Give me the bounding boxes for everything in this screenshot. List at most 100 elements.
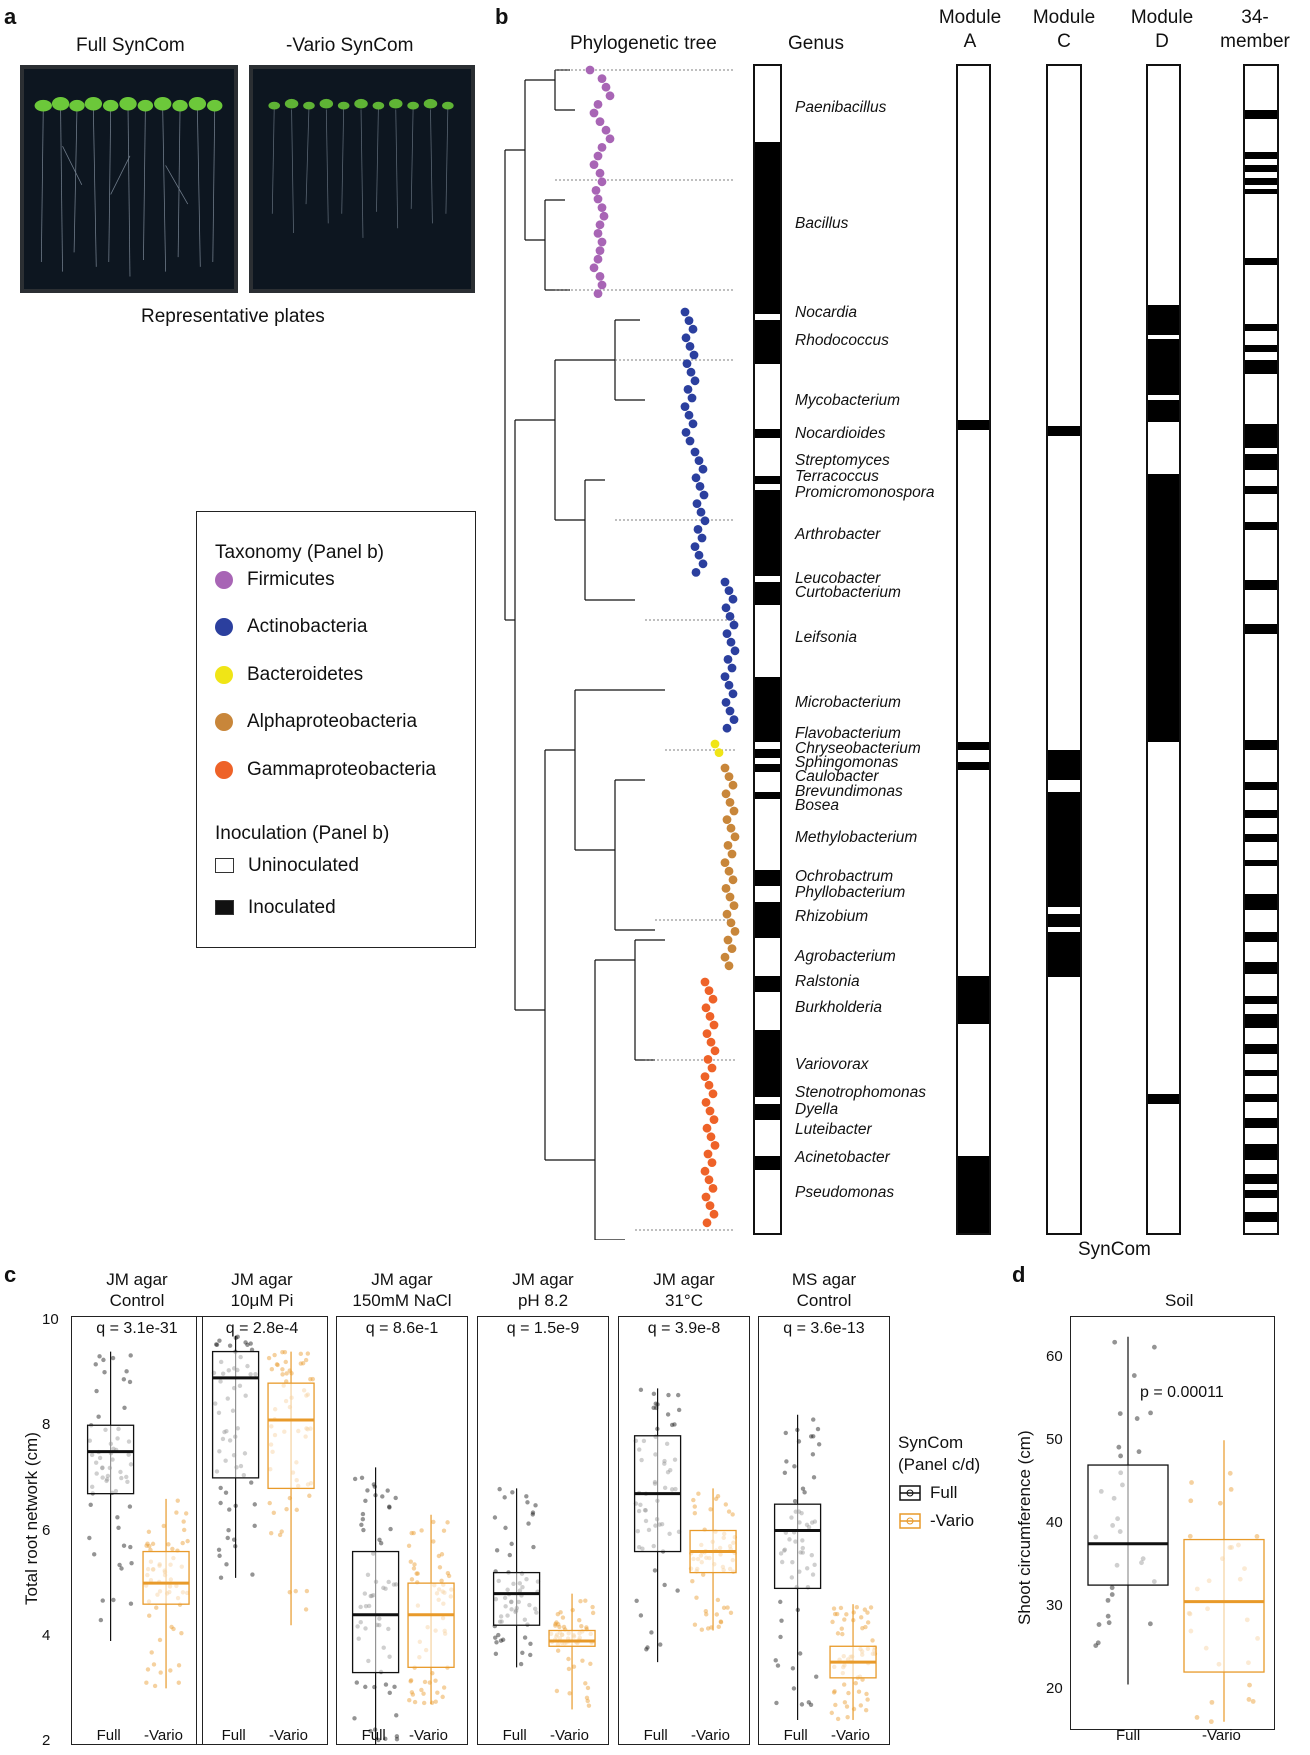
tree-tip-gammaproteobacteria bbox=[700, 977, 710, 987]
genus-label: Rhizobium bbox=[795, 908, 869, 925]
data-point bbox=[303, 1357, 309, 1363]
inoculated-band bbox=[1245, 1174, 1277, 1184]
data-point bbox=[726, 1509, 732, 1514]
box-plot-svg bbox=[86, 1351, 190, 1689]
data-point bbox=[110, 1355, 116, 1361]
data-point bbox=[567, 1691, 572, 1696]
inoculated-band bbox=[1148, 400, 1179, 422]
data-point bbox=[531, 1544, 536, 1550]
data-point bbox=[387, 1504, 392, 1509]
data-point bbox=[578, 1598, 583, 1604]
tree-tip-actinobacteria bbox=[722, 723, 732, 733]
inoculated-band bbox=[755, 320, 780, 364]
tree-tip-gammaproteobacteria bbox=[701, 1192, 711, 1202]
x-axis-label: -Vario bbox=[144, 1727, 183, 1744]
tree-tip-actinobacteria bbox=[690, 376, 700, 386]
data-point bbox=[584, 1695, 590, 1701]
data-point bbox=[304, 1588, 310, 1594]
legend-label: Actinobacteria bbox=[247, 616, 368, 637]
data-point bbox=[832, 1611, 838, 1617]
data-point bbox=[409, 1577, 415, 1582]
data-point bbox=[392, 1684, 397, 1690]
inoculated-band bbox=[1245, 962, 1277, 974]
data-point bbox=[380, 1494, 385, 1499]
y-tick-label: 8 bbox=[42, 1416, 51, 1434]
plot-title: JM agar 150mM NaCl bbox=[336, 1269, 468, 1311]
data-point bbox=[725, 1605, 730, 1610]
tree-tip-gammaproteobacteria bbox=[704, 1175, 714, 1185]
genus-label: Burkholderia bbox=[795, 999, 883, 1016]
plot-title-line: JM agar bbox=[231, 1270, 293, 1289]
data-point bbox=[431, 1539, 436, 1544]
x-axis-label: Full bbox=[502, 1727, 527, 1744]
inoculated-band bbox=[1245, 834, 1277, 842]
q-value-annotation: q = 8.6e-1 bbox=[365, 1320, 439, 1337]
data-point bbox=[705, 1626, 711, 1631]
data-point bbox=[129, 1560, 134, 1566]
x-axis-label: -Vario bbox=[269, 1727, 308, 1744]
data-point bbox=[808, 1702, 814, 1707]
data-point bbox=[645, 1645, 650, 1650]
data-point bbox=[718, 1619, 724, 1625]
data-point bbox=[583, 1598, 588, 1603]
data-point bbox=[556, 1622, 561, 1627]
p-value-annotation: p = 0.00011 bbox=[1140, 1384, 1224, 1401]
tree-tip-actinobacteria bbox=[724, 680, 734, 690]
data-point bbox=[122, 1405, 127, 1410]
legend-item-firmicutes: Firmicutes bbox=[215, 569, 335, 591]
data-point bbox=[88, 1502, 93, 1507]
data-point bbox=[844, 1704, 850, 1709]
legend-label: Full bbox=[930, 1483, 958, 1502]
tree-tip-actinobacteria bbox=[725, 706, 735, 716]
data-point bbox=[831, 1690, 837, 1695]
tree-tip-firmicutes bbox=[597, 237, 607, 247]
tree-tip-dots bbox=[585, 65, 740, 1228]
tree-tip-actinobacteria bbox=[730, 646, 740, 656]
legend-box: Taxonomy (Panel b) Firmicutes Actinobact… bbox=[196, 511, 476, 948]
x-axis-label: -Vario bbox=[1202, 1727, 1241, 1744]
tree-tip-alphaproteobacteria bbox=[722, 815, 732, 824]
tree-tip-firmicutes bbox=[597, 203, 607, 213]
panel-d-ylabel: Shoot circumference (cm) bbox=[1015, 1430, 1034, 1625]
x-axis-label: Full bbox=[643, 1727, 668, 1744]
tree-tip-actinobacteria bbox=[691, 473, 701, 483]
module-d-strip bbox=[1146, 64, 1181, 1235]
data-point bbox=[870, 1638, 875, 1643]
data-point bbox=[227, 1343, 233, 1348]
data-point bbox=[437, 1565, 443, 1570]
tree-tip-actinobacteria bbox=[692, 499, 702, 508]
data-point bbox=[833, 1702, 838, 1708]
data-point bbox=[779, 1618, 784, 1623]
data-point bbox=[421, 1691, 426, 1696]
inoculated-band bbox=[1245, 345, 1277, 352]
data-point bbox=[266, 1355, 272, 1361]
data-point bbox=[588, 1661, 593, 1667]
x-axis-label: Full bbox=[96, 1727, 121, 1744]
genus-label: Streptomyces bbox=[795, 452, 890, 469]
genus-title: Genus bbox=[788, 33, 844, 54]
data-point bbox=[96, 1414, 101, 1419]
data-point bbox=[634, 1598, 639, 1603]
data-point bbox=[555, 1648, 561, 1653]
data-point bbox=[371, 1482, 377, 1487]
box-plot-svg bbox=[492, 1486, 596, 1710]
legend-label: Inoculated bbox=[248, 897, 336, 918]
data-point bbox=[856, 1689, 862, 1694]
tree-tip-firmicutes bbox=[593, 151, 603, 161]
data-point bbox=[1105, 1597, 1111, 1603]
iqr-box bbox=[351, 1550, 400, 1674]
data-point bbox=[1112, 1339, 1118, 1345]
inoculated-band bbox=[755, 792, 780, 799]
tree-tip-alphaproteobacteria bbox=[722, 909, 732, 919]
inoculated-band bbox=[755, 1104, 780, 1120]
data-point bbox=[526, 1521, 531, 1526]
tree-tip-actinobacteria bbox=[681, 333, 691, 343]
data-point bbox=[121, 1377, 127, 1382]
inoculated-band bbox=[1245, 110, 1277, 119]
inoculated-band bbox=[958, 762, 989, 770]
tree-tip-gammaproteobacteria bbox=[706, 1037, 716, 1047]
header-line: D bbox=[1155, 31, 1169, 52]
tree-tip-actinobacteria bbox=[684, 316, 694, 325]
tree-tip-firmicutes bbox=[597, 74, 607, 83]
tree-tip-actinobacteria bbox=[728, 689, 738, 699]
